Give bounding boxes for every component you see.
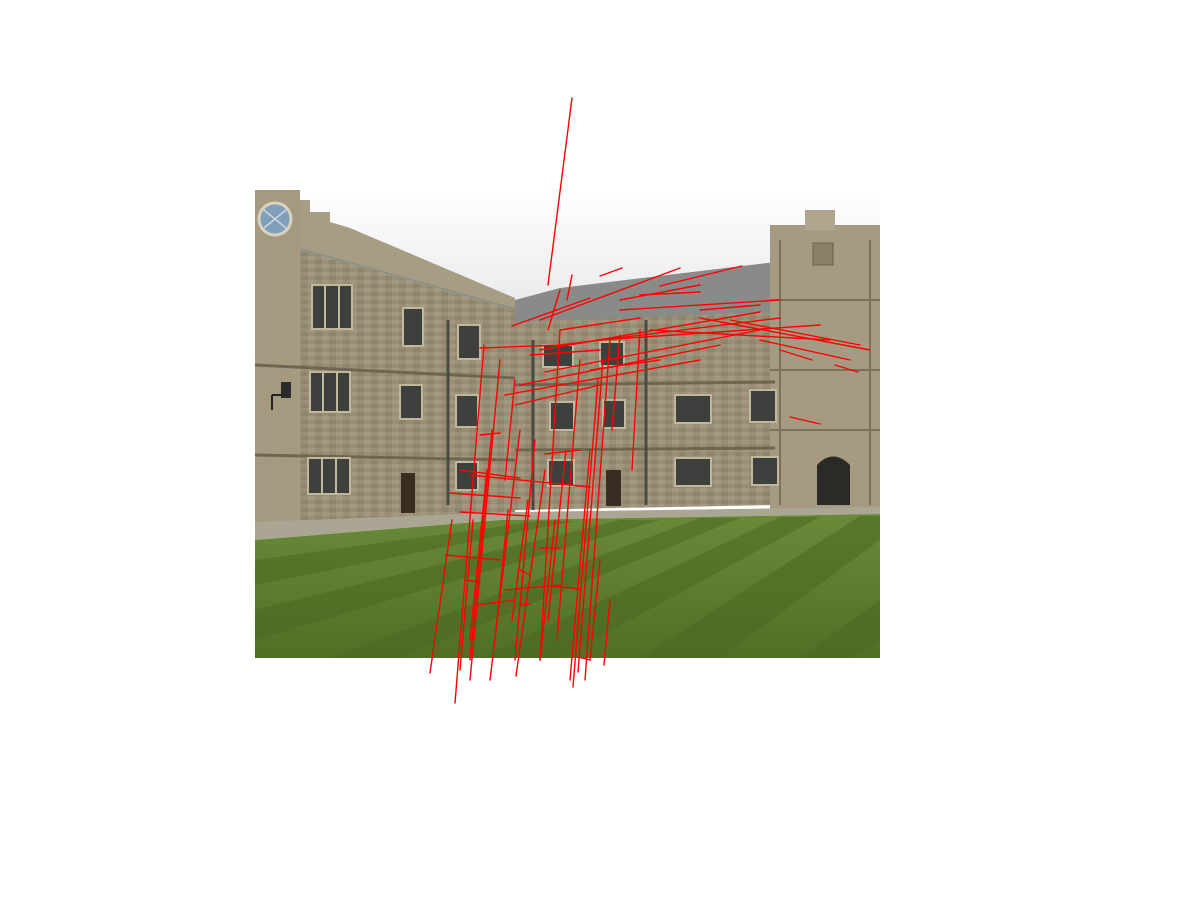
detected-line-segment [519, 344, 721, 386]
detected-line-segment [577, 656, 591, 661]
detected-line-segment [559, 317, 641, 331]
stone-path [255, 507, 880, 540]
coat-of-arms-icon [812, 242, 834, 266]
detected-line-segment [729, 319, 861, 346]
detected-line-segment [469, 474, 591, 488]
detected-line-segment [459, 511, 531, 517]
detected-line-segment [659, 265, 743, 287]
detected-line-segment [479, 344, 561, 349]
detected-line-segment [611, 334, 621, 431]
detected-line-segment [514, 384, 601, 406]
detected-line-segment [547, 97, 573, 286]
detected-line-segment [544, 329, 761, 373]
detected-line-segment [779, 349, 813, 361]
detected-line-segment [459, 469, 521, 479]
wall-lantern-icon [271, 382, 291, 410]
detected-line-segment [589, 359, 661, 371]
detected-line-segment [429, 519, 453, 674]
detected-line-segment [544, 449, 581, 455]
detected-line-segment [454, 344, 485, 704]
clock-face-icon [257, 201, 293, 237]
detected-line-segment [504, 584, 561, 591]
detected-line-segment [619, 284, 701, 301]
detected-line-segment [551, 585, 581, 590]
detected-line-segment [759, 339, 851, 361]
detected-line-segment [504, 359, 701, 396]
detected-line-segment [459, 519, 474, 671]
detected-line-segment [547, 289, 561, 331]
tower-archway [817, 456, 850, 505]
detected-line-segment [699, 304, 761, 311]
detected-line-segment [464, 579, 481, 583]
battlement [300, 200, 515, 308]
detected-line-segment [504, 379, 516, 481]
detected-line-segment [566, 274, 573, 301]
detected-line-segment [603, 599, 611, 666]
red-line-segment-overlay [429, 97, 871, 704]
detected-line-segment [539, 267, 681, 321]
detected-line-segment [444, 554, 501, 561]
detected-line-segment [479, 432, 501, 436]
detected-line-segment [519, 603, 531, 606]
courtyard-photo [255, 190, 880, 658]
detected-line-segment [599, 324, 821, 341]
detected-line-segment [469, 429, 493, 661]
detected-line-segment [547, 449, 567, 621]
detected-line-segment [529, 349, 601, 356]
detected-line-segment [469, 359, 501, 681]
center-door [606, 470, 621, 506]
detected-line-segment [494, 509, 509, 641]
detected-line-segment [514, 439, 536, 661]
detected-line-segment [589, 559, 601, 661]
detected-line-segment [577, 359, 604, 673]
detected-line-segment [519, 569, 531, 576]
detected-line-segment [789, 416, 821, 425]
left-door [401, 473, 415, 513]
detected-line-segment [699, 317, 871, 351]
detected-line-segment [639, 291, 701, 296]
detected-line-segment [539, 311, 761, 351]
detected-line-segment [539, 329, 561, 661]
detected-line-segment [649, 329, 831, 341]
right-tower-top [805, 210, 835, 230]
detected-line-segment [584, 339, 611, 681]
detected-line-segment [469, 469, 488, 641]
detected-line-segment [449, 492, 521, 499]
detected-line-segment [834, 364, 859, 373]
detected-line-segment [511, 297, 591, 327]
detected-line-segment [515, 469, 546, 677]
detected-line-segment [569, 449, 591, 681]
detected-line-segment [599, 267, 623, 277]
detected-line-segment [619, 299, 781, 311]
detected-line-segment [539, 519, 556, 661]
lawn-stripes [255, 516, 880, 658]
detected-line-segment [572, 379, 599, 688]
detected-line-segment [556, 359, 581, 641]
detected-line-segment [475, 599, 516, 606]
clock-tower [255, 190, 300, 525]
